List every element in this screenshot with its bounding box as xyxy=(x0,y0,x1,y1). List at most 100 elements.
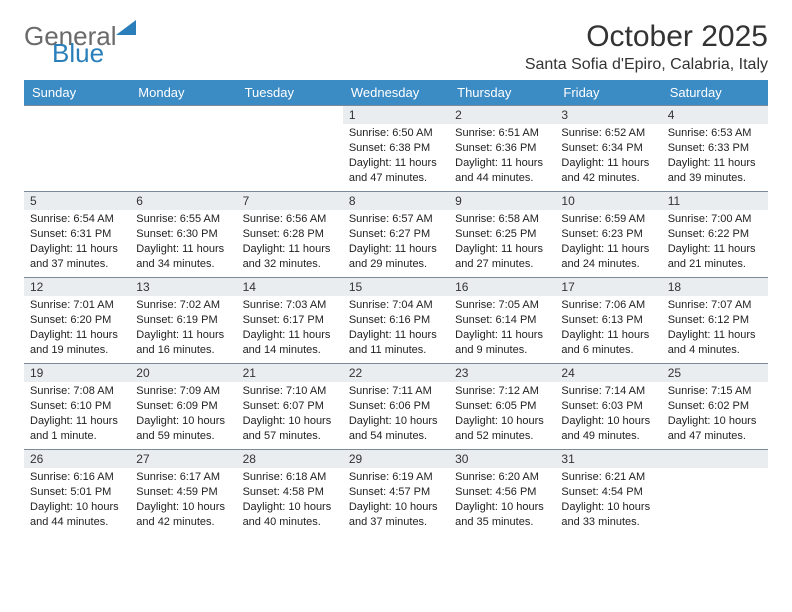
calendar-cell: 20Sunrise: 7:09 AMSunset: 6:09 PMDayligh… xyxy=(130,363,236,449)
daylight-line2: and 35 minutes. xyxy=(455,515,549,530)
daylight-line2: and 6 minutes. xyxy=(561,343,655,358)
sunset-text: Sunset: 6:13 PM xyxy=(561,313,655,328)
day-number: 20 xyxy=(130,363,236,382)
sunset-text: Sunset: 4:54 PM xyxy=(561,485,655,500)
daylight-line1: Daylight: 11 hours xyxy=(349,242,443,257)
day-number: 8 xyxy=(343,191,449,210)
daylight-line1: Daylight: 11 hours xyxy=(30,414,124,429)
sunrise-text: Sunrise: 6:59 AM xyxy=(561,212,655,227)
day-number: 17 xyxy=(555,277,661,296)
sunrise-text: Sunrise: 7:14 AM xyxy=(561,384,655,399)
day-details: Sunrise: 6:53 AMSunset: 6:33 PMDaylight:… xyxy=(662,124,768,189)
sunset-text: Sunset: 6:09 PM xyxy=(136,399,230,414)
calendar-cell: 27Sunrise: 6:17 AMSunset: 4:59 PMDayligh… xyxy=(130,449,236,535)
sunset-text: Sunset: 6:14 PM xyxy=(455,313,549,328)
daylight-line1: Daylight: 11 hours xyxy=(561,156,655,171)
calendar-cell: 2Sunrise: 6:51 AMSunset: 6:36 PMDaylight… xyxy=(449,105,555,191)
sunrise-text: Sunrise: 6:17 AM xyxy=(136,470,230,485)
daylight-line1: Daylight: 10 hours xyxy=(30,500,124,515)
calendar-cell: 31Sunrise: 6:21 AMSunset: 4:54 PMDayligh… xyxy=(555,449,661,535)
daylight-line2: and 40 minutes. xyxy=(243,515,337,530)
daylight-line2: and 27 minutes. xyxy=(455,257,549,272)
weekday-header: Thursday xyxy=(449,80,555,105)
page-header: GeneralBlue October 2025 Santa Sofia d'E… xyxy=(24,20,768,74)
daylight-line1: Daylight: 11 hours xyxy=(561,242,655,257)
sunrise-text: Sunrise: 7:12 AM xyxy=(455,384,549,399)
calendar-cell: 6Sunrise: 6:55 AMSunset: 6:30 PMDaylight… xyxy=(130,191,236,277)
daylight-line1: Daylight: 10 hours xyxy=(243,414,337,429)
calendar-body: 1Sunrise: 6:50 AMSunset: 6:38 PMDaylight… xyxy=(24,105,768,535)
daylight-line2: and 49 minutes. xyxy=(561,429,655,444)
sunrise-text: Sunrise: 6:56 AM xyxy=(243,212,337,227)
calendar-cell xyxy=(130,105,236,191)
day-details: Sunrise: 6:57 AMSunset: 6:27 PMDaylight:… xyxy=(343,210,449,275)
calendar-cell xyxy=(237,105,343,191)
calendar-cell: 23Sunrise: 7:12 AMSunset: 6:05 PMDayligh… xyxy=(449,363,555,449)
sunset-text: Sunset: 6:38 PM xyxy=(349,141,443,156)
sunset-text: Sunset: 6:03 PM xyxy=(561,399,655,414)
sunset-text: Sunset: 6:20 PM xyxy=(30,313,124,328)
calendar-cell xyxy=(662,449,768,535)
day-number: 4 xyxy=(662,105,768,124)
day-details: Sunrise: 7:10 AMSunset: 6:07 PMDaylight:… xyxy=(237,382,343,447)
calendar-cell: 10Sunrise: 6:59 AMSunset: 6:23 PMDayligh… xyxy=(555,191,661,277)
sunset-text: Sunset: 6:31 PM xyxy=(30,227,124,242)
day-details: Sunrise: 7:15 AMSunset: 6:02 PMDaylight:… xyxy=(662,382,768,447)
sunset-text: Sunset: 4:57 PM xyxy=(349,485,443,500)
day-details: Sunrise: 6:18 AMSunset: 4:58 PMDaylight:… xyxy=(237,468,343,533)
day-details: Sunrise: 7:12 AMSunset: 6:05 PMDaylight:… xyxy=(449,382,555,447)
sunrise-text: Sunrise: 6:16 AM xyxy=(30,470,124,485)
calendar-cell: 22Sunrise: 7:11 AMSunset: 6:06 PMDayligh… xyxy=(343,363,449,449)
calendar-cell: 11Sunrise: 7:00 AMSunset: 6:22 PMDayligh… xyxy=(662,191,768,277)
daylight-line2: and 42 minutes. xyxy=(561,171,655,186)
day-number: 7 xyxy=(237,191,343,210)
daylight-line2: and 47 minutes. xyxy=(668,429,762,444)
sunset-text: Sunset: 6:25 PM xyxy=(455,227,549,242)
weekday-header: Saturday xyxy=(662,80,768,105)
day-details: Sunrise: 6:21 AMSunset: 4:54 PMDaylight:… xyxy=(555,468,661,533)
weekday-header: Sunday xyxy=(24,80,130,105)
day-number: 28 xyxy=(237,449,343,468)
month-title: October 2025 xyxy=(525,20,768,54)
daylight-line2: and 39 minutes. xyxy=(668,171,762,186)
empty-cell xyxy=(130,105,236,123)
daylight-line2: and 44 minutes. xyxy=(30,515,124,530)
sunrise-text: Sunrise: 6:52 AM xyxy=(561,126,655,141)
calendar-cell: 8Sunrise: 6:57 AMSunset: 6:27 PMDaylight… xyxy=(343,191,449,277)
calendar-table: SundayMondayTuesdayWednesdayThursdayFrid… xyxy=(24,80,768,535)
empty-cell xyxy=(662,449,768,468)
sunrise-text: Sunrise: 6:51 AM xyxy=(455,126,549,141)
sunrise-text: Sunrise: 7:10 AM xyxy=(243,384,337,399)
sunset-text: Sunset: 6:07 PM xyxy=(243,399,337,414)
daylight-line1: Daylight: 11 hours xyxy=(243,242,337,257)
calendar-week-row: 5Sunrise: 6:54 AMSunset: 6:31 PMDaylight… xyxy=(24,191,768,277)
daylight-line1: Daylight: 11 hours xyxy=(455,242,549,257)
sunset-text: Sunset: 6:27 PM xyxy=(349,227,443,242)
logo-triangle-icon xyxy=(116,20,136,35)
brand-logo: GeneralBlue xyxy=(24,20,136,66)
calendar-cell: 26Sunrise: 6:16 AMSunset: 5:01 PMDayligh… xyxy=(24,449,130,535)
day-number: 14 xyxy=(237,277,343,296)
day-details: Sunrise: 6:50 AMSunset: 6:38 PMDaylight:… xyxy=(343,124,449,189)
daylight-line1: Daylight: 10 hours xyxy=(349,500,443,515)
day-details: Sunrise: 7:01 AMSunset: 6:20 PMDaylight:… xyxy=(24,296,130,361)
daylight-line2: and 1 minute. xyxy=(30,429,124,444)
sunset-text: Sunset: 6:17 PM xyxy=(243,313,337,328)
daylight-line2: and 4 minutes. xyxy=(668,343,762,358)
day-details: Sunrise: 7:03 AMSunset: 6:17 PMDaylight:… xyxy=(237,296,343,361)
calendar-header-row: SundayMondayTuesdayWednesdayThursdayFrid… xyxy=(24,80,768,105)
day-number: 15 xyxy=(343,277,449,296)
day-number: 6 xyxy=(130,191,236,210)
weekday-header: Monday xyxy=(130,80,236,105)
empty-cell xyxy=(237,105,343,123)
sunrise-text: Sunrise: 7:00 AM xyxy=(668,212,762,227)
calendar-cell xyxy=(24,105,130,191)
daylight-line2: and 29 minutes. xyxy=(349,257,443,272)
sunset-text: Sunset: 6:22 PM xyxy=(668,227,762,242)
daylight-line2: and 37 minutes. xyxy=(349,515,443,530)
day-number: 21 xyxy=(237,363,343,382)
daylight-line1: Daylight: 11 hours xyxy=(136,242,230,257)
sunset-text: Sunset: 4:58 PM xyxy=(243,485,337,500)
sunrise-text: Sunrise: 7:07 AM xyxy=(668,298,762,313)
daylight-line2: and 52 minutes. xyxy=(455,429,549,444)
